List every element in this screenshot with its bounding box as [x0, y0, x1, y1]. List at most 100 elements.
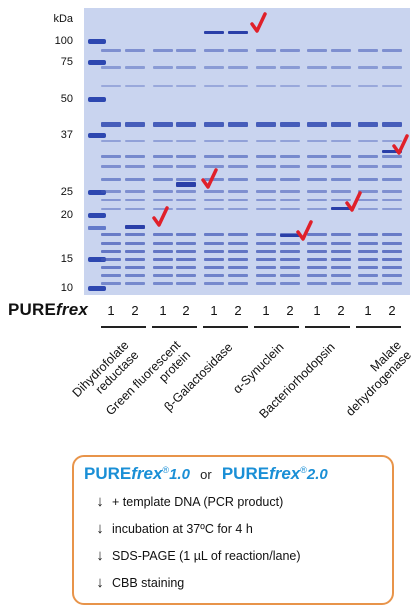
- gel-band: [228, 140, 248, 142]
- gel-band: [101, 258, 121, 261]
- gel-band: [125, 274, 145, 277]
- gel-band: [280, 66, 300, 69]
- gel-band: [307, 233, 327, 236]
- gel-band: [228, 122, 248, 127]
- lane-number: 1: [313, 303, 321, 318]
- gel-band: [204, 165, 224, 168]
- lane-number: 1: [159, 303, 167, 318]
- gel-band: [358, 208, 378, 210]
- gel-band: [358, 233, 378, 236]
- gel-band: [280, 242, 300, 245]
- gel-band: [358, 155, 378, 158]
- gel-band: [125, 282, 145, 285]
- gel-band: [228, 178, 248, 181]
- lane-number: 1: [364, 303, 372, 318]
- lane-group-divider: [254, 326, 299, 328]
- gel-band: [153, 233, 173, 236]
- gel-band: [176, 66, 196, 69]
- gel-band: [228, 66, 248, 69]
- gel-band: [101, 282, 121, 285]
- gel-band: [153, 122, 173, 127]
- gel-band: [228, 282, 248, 285]
- gel-band: [153, 49, 173, 52]
- lane-number: 1: [210, 303, 218, 318]
- gel-band: [382, 178, 402, 181]
- red-check-arrow-icon: [392, 134, 409, 155]
- gel-band: [256, 199, 276, 201]
- gel-band: [101, 49, 121, 52]
- gel-band: [358, 258, 378, 261]
- gel-band: [204, 242, 224, 245]
- gel-band: [382, 165, 402, 168]
- gel-band: [228, 266, 248, 269]
- product-purefrex-1-0: PUREfrex: [84, 464, 163, 483]
- gel-band: [176, 266, 196, 269]
- product-band: [280, 234, 300, 237]
- lane-number: 2: [234, 303, 242, 318]
- gel-band: [256, 258, 276, 261]
- gel-band: [153, 242, 173, 245]
- lane-number: 2: [337, 303, 345, 318]
- gel-band: [307, 178, 327, 181]
- protocol-step: ↓ + template DNA (PCR product): [92, 493, 283, 510]
- gel-band: [204, 282, 224, 285]
- gel-band: [307, 140, 327, 142]
- marker-label-37: 37: [60, 129, 73, 141]
- gel-band: [307, 208, 327, 210]
- gel-band: [331, 266, 351, 269]
- gel-band: [228, 190, 248, 193]
- gel-band: [125, 199, 145, 201]
- gel-band: [176, 282, 196, 285]
- gel-band: [176, 165, 196, 168]
- gel-band: [125, 165, 145, 168]
- gel-band: [228, 242, 248, 245]
- gel-band: [331, 122, 351, 127]
- gel-band: [331, 140, 351, 142]
- gel-band: [153, 199, 173, 201]
- gel-band: [331, 165, 351, 168]
- gel-band: [176, 190, 196, 193]
- marker-band: [88, 213, 106, 218]
- red-check-arrow-icon: [201, 168, 218, 189]
- or-text: or: [200, 467, 212, 482]
- gel-band: [358, 122, 378, 127]
- gel-band: [256, 208, 276, 210]
- gel-band: [204, 266, 224, 269]
- gel-band: [256, 66, 276, 69]
- gel-band: [153, 66, 173, 69]
- gel-band: [280, 140, 300, 142]
- gel-band: [125, 250, 145, 253]
- red-check-arrow-icon: [345, 191, 362, 212]
- gel-band: [256, 178, 276, 181]
- gel-band: [256, 250, 276, 253]
- gel-band: [331, 85, 351, 87]
- gel-band: [307, 274, 327, 277]
- gel-band: [101, 199, 121, 201]
- gel-band: [382, 258, 402, 261]
- marker-label-20: 20: [60, 209, 73, 221]
- gel-band: [125, 140, 145, 142]
- gel-band: [358, 85, 378, 87]
- gel-band: [101, 233, 121, 236]
- protein-label-malate-dehydrogenase: Malate dehydrogenase: [342, 338, 414, 419]
- gel-band: [101, 85, 121, 87]
- gel-band: [382, 233, 402, 236]
- gel-band: [101, 274, 121, 277]
- kda-unit-label: kDa: [53, 13, 73, 25]
- gel-band: [125, 85, 145, 87]
- gel-band: [358, 140, 378, 142]
- gel-band: [307, 190, 327, 193]
- gel-band: [382, 66, 402, 69]
- brand-pure-text: PURE: [8, 300, 57, 319]
- gel-band: [204, 258, 224, 261]
- down-arrow-icon: ↓: [96, 547, 104, 564]
- gel-band: [280, 85, 300, 87]
- gel-band: [382, 190, 402, 193]
- gel-band: [307, 66, 327, 69]
- gel-band: [204, 199, 224, 201]
- gel-band: [307, 199, 327, 201]
- gel-band: [228, 250, 248, 253]
- gel-band: [153, 266, 173, 269]
- protocol-step: ↓ CBB staining: [92, 574, 184, 591]
- gel-band: [307, 242, 327, 245]
